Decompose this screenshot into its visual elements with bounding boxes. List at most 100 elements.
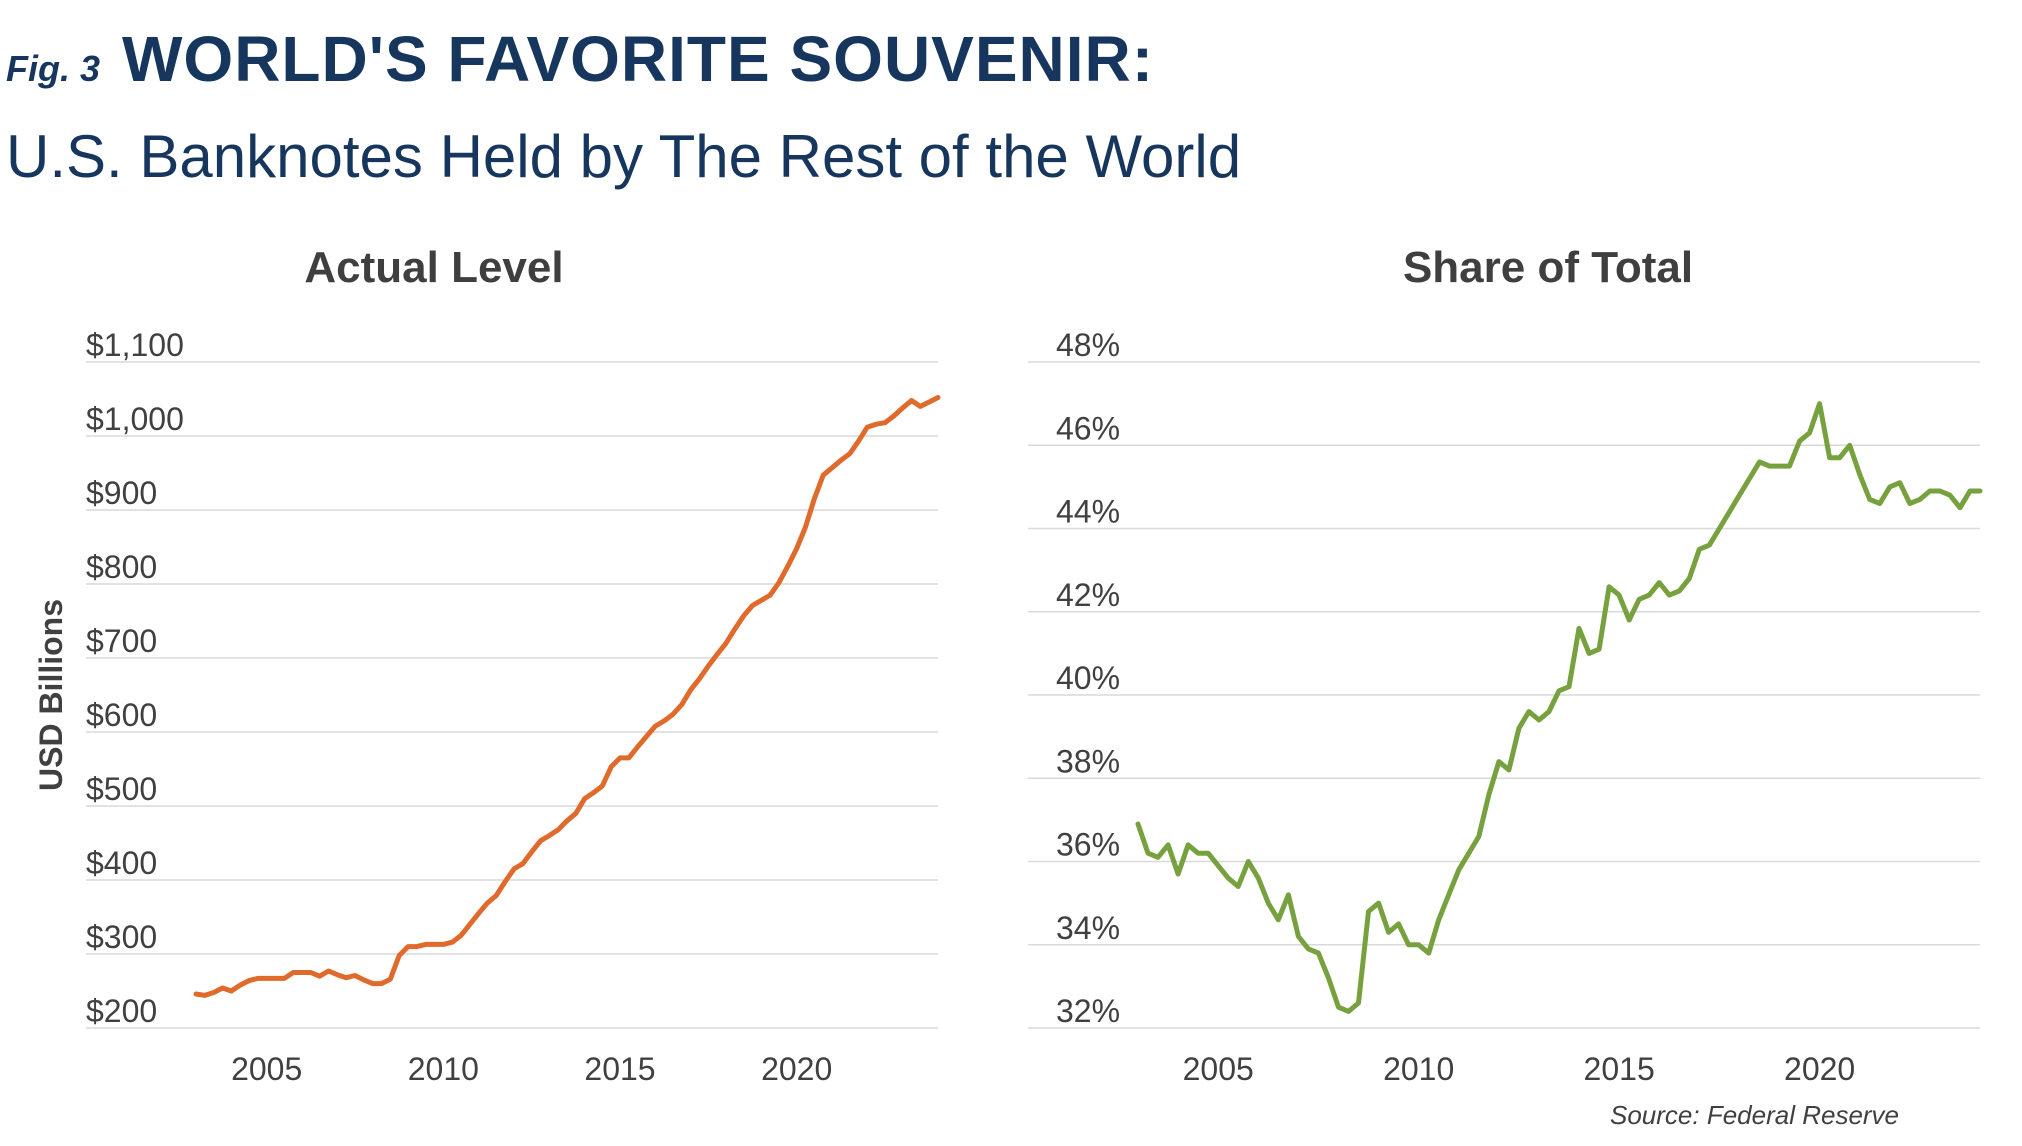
actual-level-data-point bbox=[645, 734, 649, 738]
share-of-total-data-point bbox=[1407, 943, 1411, 947]
share-of-total-data-point bbox=[1437, 918, 1441, 922]
share-of-total-data-point bbox=[1367, 910, 1371, 914]
actual-level-data-point bbox=[521, 862, 525, 866]
share-of-total-ytick-label: 32% bbox=[1056, 993, 1120, 1029]
share-of-total-ytick-label: 48% bbox=[1056, 327, 1120, 363]
actual-level-data-point bbox=[609, 765, 613, 769]
share-of-total-ytick-label: 38% bbox=[1056, 743, 1120, 779]
share-of-total-data-point bbox=[1477, 835, 1481, 839]
share-of-total-data-point bbox=[1286, 893, 1290, 897]
figure-title: WORLD'S FAVORITE SOUVENIR: bbox=[122, 23, 1155, 95]
share-of-total-data-point bbox=[1136, 822, 1140, 826]
share-of-total-data-point bbox=[1216, 864, 1220, 868]
share-of-total-data-point bbox=[1266, 901, 1270, 905]
share-of-total-data-point bbox=[1948, 493, 1952, 497]
actual-level-data-point bbox=[927, 400, 931, 404]
actual-level-ytick-label: $200 bbox=[86, 993, 157, 1029]
share-of-total-data-point bbox=[1597, 647, 1601, 651]
actual-level-data-point bbox=[335, 973, 339, 977]
actual-level-data-point bbox=[212, 991, 216, 995]
share-of-total-data-point bbox=[1727, 510, 1731, 514]
share-of-total-data-point bbox=[1898, 481, 1902, 485]
share-of-total-data-point bbox=[1497, 760, 1501, 764]
share-of-total-data-point bbox=[1888, 485, 1892, 489]
share-of-total-data-point bbox=[1607, 585, 1611, 589]
actual-level-data-point bbox=[583, 797, 587, 801]
actual-level-data-point bbox=[203, 993, 207, 997]
share-of-total-data-point bbox=[1256, 876, 1260, 880]
actual-level-data-point bbox=[662, 719, 666, 723]
share-of-total-data-point bbox=[1347, 1009, 1351, 1013]
share-of-total-data-point bbox=[1748, 477, 1752, 481]
actual-level-ytick-label: $400 bbox=[86, 845, 157, 881]
actual-level-data-point bbox=[786, 564, 790, 568]
share-of-total-ytick-label: 42% bbox=[1056, 577, 1120, 613]
actual-level-data-point bbox=[556, 828, 560, 832]
share-of-total-data-point bbox=[1276, 918, 1280, 922]
share-of-total-data-point bbox=[1377, 901, 1381, 905]
share-of-total-data-point bbox=[1186, 843, 1190, 847]
figure-label: Fig. 3 bbox=[6, 48, 101, 89]
actual-level-data-point bbox=[282, 976, 286, 980]
share-of-total-data-point bbox=[1878, 502, 1882, 506]
share-of-total-data-point bbox=[1677, 589, 1681, 593]
share-of-total-data-point bbox=[1637, 597, 1641, 601]
actual-level-data-point bbox=[848, 452, 852, 456]
actual-level-data-point bbox=[547, 834, 551, 838]
share-of-total-title: Share of Total bbox=[1403, 243, 1693, 292]
actual-level-data-point bbox=[327, 969, 331, 973]
actual-level-data-point bbox=[892, 414, 896, 418]
actual-level-data-point bbox=[565, 819, 569, 823]
actual-level-data-point bbox=[194, 992, 198, 996]
share-of-total-data-point bbox=[1397, 922, 1401, 926]
share-of-total-data-point bbox=[1457, 868, 1461, 872]
actual-level-data-point bbox=[459, 934, 463, 938]
share-of-total-ytick-label: 44% bbox=[1056, 494, 1120, 530]
actual-level-data-point bbox=[910, 399, 914, 403]
actual-level-data-point bbox=[318, 974, 322, 978]
actual-level-data-point bbox=[724, 641, 728, 645]
share-of-total-data-point bbox=[1818, 402, 1822, 406]
actual-level-data-point bbox=[371, 982, 375, 986]
actual-level-data-point bbox=[751, 604, 755, 608]
share-of-total-xtick-label: 2005 bbox=[1183, 1051, 1254, 1087]
share-of-total-data-point bbox=[1357, 1001, 1361, 1005]
actual-level-data-point bbox=[300, 971, 304, 975]
actual-level-xtick-label: 2010 bbox=[408, 1051, 479, 1087]
actual-level-title: Actual Level bbox=[304, 243, 563, 292]
share-of-total-data-point bbox=[1687, 577, 1691, 581]
actual-level-data-point bbox=[759, 598, 763, 602]
actual-level-data-point bbox=[768, 593, 772, 597]
actual-level-data-point bbox=[229, 989, 233, 993]
share-of-total-xtick-label: 2010 bbox=[1383, 1051, 1454, 1087]
actual-level-data-point bbox=[512, 867, 516, 871]
share-of-total-data-point bbox=[1337, 1005, 1341, 1009]
actual-level-data-point bbox=[468, 922, 472, 926]
share-of-total-data-point bbox=[1627, 618, 1631, 622]
actual-level-data-point bbox=[494, 894, 498, 898]
share-of-total-data-point bbox=[1206, 851, 1210, 855]
actual-level-data-point bbox=[627, 756, 631, 760]
actual-level-data-point bbox=[918, 404, 922, 408]
actual-level-ytick-label: $900 bbox=[86, 475, 157, 511]
share-of-total-data-point bbox=[1156, 855, 1160, 859]
share-of-total-data-point bbox=[1828, 456, 1832, 460]
actual-level-data-point bbox=[388, 977, 392, 981]
share-of-total-data-point bbox=[1707, 543, 1711, 547]
share-of-total-xtick-label: 2015 bbox=[1584, 1051, 1655, 1087]
share-of-total-data-point bbox=[1306, 947, 1310, 951]
actual-level-data-point bbox=[795, 547, 799, 551]
share-of-total-data-point bbox=[1296, 934, 1300, 938]
share-of-total-data-point bbox=[1617, 593, 1621, 597]
share-of-total-data-point bbox=[1327, 976, 1331, 980]
share-of-total-data-point bbox=[1387, 930, 1391, 934]
actual-level-ytick-label: $1,100 bbox=[86, 327, 184, 363]
share-of-total-data-point bbox=[1968, 489, 1972, 493]
actual-level-data-point bbox=[600, 784, 604, 788]
actual-level-data-point bbox=[901, 406, 905, 410]
share-of-total-data-point bbox=[1647, 593, 1651, 597]
actual-level-data-point bbox=[804, 525, 808, 529]
actual-level-data-point bbox=[936, 396, 940, 400]
share-of-total-panel: Share of Total 32% 34% 36% 38% 40% 42% 44% 46% 48… bbox=[1028, 243, 1983, 1087]
actual-level-data-point bbox=[344, 976, 348, 980]
